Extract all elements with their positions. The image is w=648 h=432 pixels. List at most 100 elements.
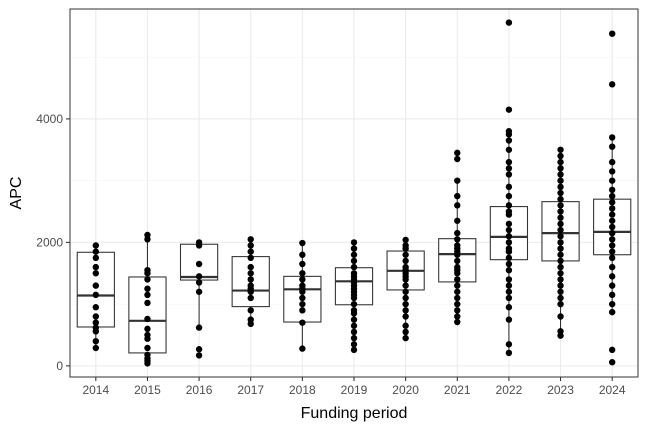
data-point [402, 242, 409, 249]
data-point [454, 318, 461, 326]
data-point [608, 358, 616, 366]
data-point [92, 248, 100, 255]
data-point [557, 202, 564, 209]
data-point [557, 214, 564, 221]
data-point [505, 304, 513, 311]
data-point [557, 288, 564, 295]
data-point [247, 270, 254, 277]
data-point [402, 313, 409, 320]
data-point [195, 352, 203, 359]
data-point [92, 344, 100, 352]
data-point [350, 263, 358, 271]
data-point [299, 345, 306, 352]
y-tick-label: 4000 [36, 112, 63, 126]
data-point [247, 307, 254, 314]
data-point [195, 260, 203, 268]
y-axis: 0 2000 4000 [36, 112, 70, 373]
x-tick-label: 2018 [289, 383, 316, 397]
y-tick-label: 2000 [36, 235, 63, 249]
data-point [557, 294, 564, 302]
data-point [505, 266, 513, 274]
data-point [505, 208, 513, 215]
data-point [608, 242, 616, 249]
data-point [299, 300, 306, 308]
data-point [247, 276, 254, 283]
data-point [350, 239, 358, 246]
data-point [402, 282, 409, 289]
data-point [247, 236, 254, 243]
data-point [195, 288, 203, 295]
data-point [402, 263, 409, 271]
data-point [505, 233, 513, 240]
data-point [557, 282, 564, 289]
data-point [557, 300, 564, 308]
data-point [299, 276, 306, 283]
data-point [454, 217, 461, 224]
data-point [505, 245, 513, 252]
data-point [557, 208, 564, 215]
data-point [505, 202, 513, 209]
data-point [402, 322, 409, 329]
data-point [247, 282, 254, 289]
data-point [350, 322, 358, 329]
data-point [299, 319, 306, 326]
data-point [505, 106, 513, 113]
data-point [505, 220, 513, 228]
data-point [195, 324, 203, 331]
data-point [350, 341, 358, 348]
data-point [557, 146, 564, 153]
data-point [144, 266, 151, 274]
data-point [557, 177, 564, 184]
data-point [247, 316, 254, 323]
data-point [557, 233, 564, 240]
data-point [505, 294, 513, 302]
point-layer [92, 19, 616, 367]
data-point [144, 344, 151, 352]
data-point [505, 349, 513, 357]
data-point [608, 282, 616, 289]
data-point [402, 307, 409, 314]
data-point [505, 341, 513, 348]
data-point [505, 137, 513, 144]
data-point [92, 270, 100, 277]
data-point [247, 294, 254, 302]
data-point [247, 263, 254, 271]
data-point [608, 211, 616, 218]
data-point [608, 205, 616, 212]
x-tick-label: 2023 [547, 383, 574, 397]
data-point [350, 328, 358, 336]
data-point [144, 331, 151, 339]
data-point [299, 260, 306, 268]
data-point [608, 199, 616, 206]
data-point [402, 251, 409, 258]
data-point [557, 189, 564, 197]
data-point [144, 231, 151, 239]
data-point [505, 316, 513, 323]
data-point [350, 307, 358, 314]
data-point [557, 152, 564, 160]
data-point [402, 300, 409, 308]
data-point [299, 282, 306, 289]
data-point [402, 288, 409, 295]
data-point [92, 324, 100, 331]
data-point [505, 239, 513, 246]
data-point [608, 186, 616, 194]
data-point [92, 282, 100, 289]
data-point [608, 229, 616, 237]
data-point [608, 273, 616, 280]
data-point [557, 165, 564, 172]
x-tick-label: 2014 [82, 383, 109, 397]
data-point [92, 263, 100, 271]
data-point [350, 346, 358, 354]
data-point [557, 270, 564, 277]
data-point [608, 158, 616, 166]
data-point [454, 263, 461, 271]
data-point [608, 254, 616, 262]
data-point [454, 276, 461, 283]
data-point [144, 291, 151, 299]
data-point [505, 192, 513, 200]
data-point [505, 128, 513, 135]
x-tick-label: 2020 [392, 383, 419, 397]
data-point [557, 226, 564, 234]
